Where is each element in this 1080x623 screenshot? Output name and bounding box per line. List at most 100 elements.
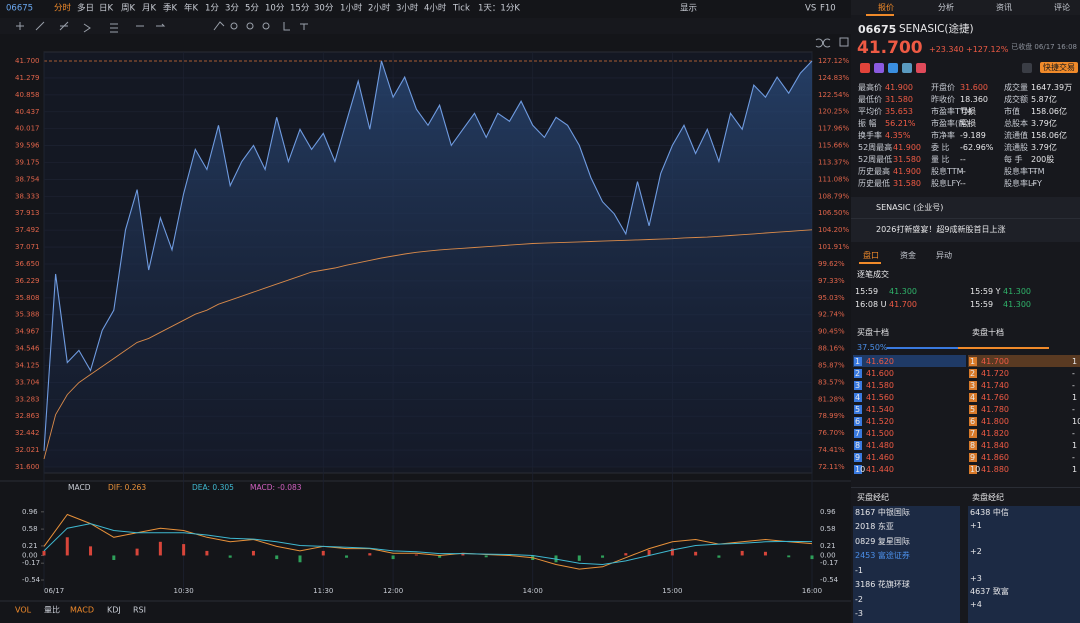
- indicator-tab[interactable]: RSI: [133, 606, 146, 615]
- bid-level: 3: [855, 380, 861, 390]
- toolbar-tab[interactable]: 1天：1分K: [478, 4, 520, 14]
- macd-bar: [601, 555, 605, 558]
- sub-tab[interactable]: 异动: [936, 250, 952, 260]
- toolbar-tab[interactable]: 日K: [99, 4, 114, 14]
- macd-bar: [670, 548, 674, 556]
- stat-value: 1647.39万: [1031, 82, 1073, 92]
- toolbar-tab[interactable]: 15分: [290, 4, 310, 14]
- trade-time: 15:59: [855, 286, 879, 296]
- stat-value: -62.96%: [960, 142, 994, 152]
- y-tick-label: 39.175: [15, 159, 40, 167]
- toolbar-option[interactable]: F10: [820, 4, 836, 14]
- y2-tick-label: 85.87%: [818, 361, 845, 369]
- broker-entry: 2453 富途证券: [855, 551, 910, 560]
- toolbar-icons: [16, 21, 849, 48]
- sub-tab[interactable]: 资金: [900, 250, 916, 260]
- broker-ask-title: 卖盘经纪: [972, 492, 1004, 502]
- stat-value: -9.189: [960, 130, 986, 140]
- panel-tab[interactable]: 分析: [938, 2, 954, 12]
- y2-tick-label: -0.17: [820, 559, 838, 567]
- bid-price: 41.540: [866, 404, 894, 414]
- ask-price: 41.720: [981, 368, 1009, 378]
- section-divider: [851, 487, 1080, 488]
- toolbar-tab[interactable]: 1小时: [340, 3, 363, 14]
- ask-level: 9: [970, 452, 976, 462]
- ask-count: -: [1072, 380, 1075, 390]
- level-badge: [854, 404, 862, 414]
- stat-value: 18.360: [960, 94, 988, 104]
- stat-value: 3.79亿: [1031, 118, 1057, 128]
- y-tick-label: 38.333: [15, 192, 40, 200]
- stat-label: 流通股: [1004, 142, 1028, 152]
- toolbar-tab[interactable]: Tick: [452, 4, 470, 14]
- broker-entry: +1: [970, 520, 982, 530]
- bid-level: 5: [855, 404, 861, 414]
- ask-price: 41.860: [981, 452, 1009, 462]
- y-tick-label: 38.754: [15, 175, 40, 183]
- stat-label: 委 比: [931, 142, 950, 152]
- ask-level: 7: [970, 428, 976, 438]
- toolbar-tab[interactable]: 年K: [184, 3, 199, 14]
- toolbar-tab[interactable]: 多日: [77, 3, 94, 14]
- level-badge: [854, 368, 862, 378]
- toolbar-tab[interactable]: 2小时: [368, 3, 391, 14]
- sub-tab-underline: [859, 262, 881, 264]
- indicator-tab[interactable]: KDJ: [107, 606, 121, 615]
- level-badge: [854, 440, 862, 450]
- y2-tick-label: 111.08%: [818, 175, 849, 183]
- row-highlight: [853, 355, 966, 367]
- y2-tick-label: 0.21: [820, 542, 836, 550]
- y-tick-label: 33.283: [15, 395, 40, 403]
- ask-level: 5: [970, 404, 976, 414]
- broker-column: [968, 506, 1080, 623]
- y2-tick-label: 106.50%: [818, 209, 849, 217]
- stat-label: 开盘价: [931, 82, 955, 92]
- toolbar-tab[interactable]: 30分: [314, 4, 334, 14]
- ask-count: -: [1072, 428, 1075, 438]
- macd-bar: [182, 544, 186, 556]
- indicator-tab[interactable]: 量比: [44, 605, 60, 615]
- toolbar-tab[interactable]: 月K: [142, 4, 157, 14]
- indicator-tab[interactable]: VOL: [15, 606, 32, 615]
- panel-tab[interactable]: 评论: [1054, 2, 1070, 12]
- stat-value: --: [960, 178, 966, 188]
- toolbar-tab[interactable]: 10分: [265, 4, 285, 14]
- bid-level: 9: [855, 452, 861, 462]
- level-badge: [969, 440, 977, 450]
- y2-tick-label: 113.37%: [818, 158, 849, 166]
- badge-icon: [902, 63, 912, 73]
- toolbar-tab[interactable]: 5分: [245, 4, 259, 14]
- ask-price: 41.740: [981, 380, 1009, 390]
- toolbar-tab[interactable]: 3小时: [396, 3, 419, 14]
- y2-tick-label: 92.74%: [818, 311, 845, 319]
- ask-level: 8: [970, 440, 976, 450]
- toolbar-option[interactable]: 显示: [680, 4, 697, 14]
- panel-tab[interactable]: 资讯: [996, 2, 1012, 12]
- ask-level: 10: [970, 464, 981, 474]
- ask-price: 41.700: [981, 356, 1009, 366]
- toolbar-tab[interactable]: 06675: [6, 4, 33, 14]
- toolbar-tab[interactable]: 3分: [225, 4, 239, 14]
- y2-tick-label: 76.70%: [818, 429, 845, 437]
- y-tick-label: 35.388: [15, 311, 40, 319]
- quick-trade-button[interactable]: 快捷交易: [1040, 62, 1078, 73]
- indicator-tab[interactable]: MACD: [70, 606, 94, 615]
- stat-value: 31.580: [893, 154, 921, 164]
- toolbar-option[interactable]: VS: [805, 4, 816, 14]
- macd-bar: [321, 550, 325, 556]
- toolbar-tab[interactable]: 4小时: [424, 3, 447, 14]
- panel-tab[interactable]: 报价: [878, 2, 894, 12]
- y2-tick-label: 99.62%: [818, 260, 845, 268]
- news-headline[interactable]: 2026打新盛宴！超9成新股首日上涨: [876, 224, 1006, 234]
- broker-entry: 3186 花旗环球: [855, 580, 910, 589]
- stat-value: 3.79亿: [1031, 142, 1057, 152]
- sub-tab[interactable]: 盘口: [863, 250, 879, 260]
- toolbar-tab[interactable]: 1分: [205, 4, 219, 14]
- toolbar-tab[interactable]: 季K: [163, 3, 178, 14]
- toolbar-tab[interactable]: 周K: [121, 4, 136, 14]
- y2-tick-label: 122.54%: [818, 91, 849, 99]
- toolbar-tab[interactable]: 分时: [54, 3, 72, 14]
- macd-bar: [65, 537, 69, 556]
- macd-bar: [345, 555, 349, 558]
- ask-title: 卖盘十档: [972, 327, 1004, 337]
